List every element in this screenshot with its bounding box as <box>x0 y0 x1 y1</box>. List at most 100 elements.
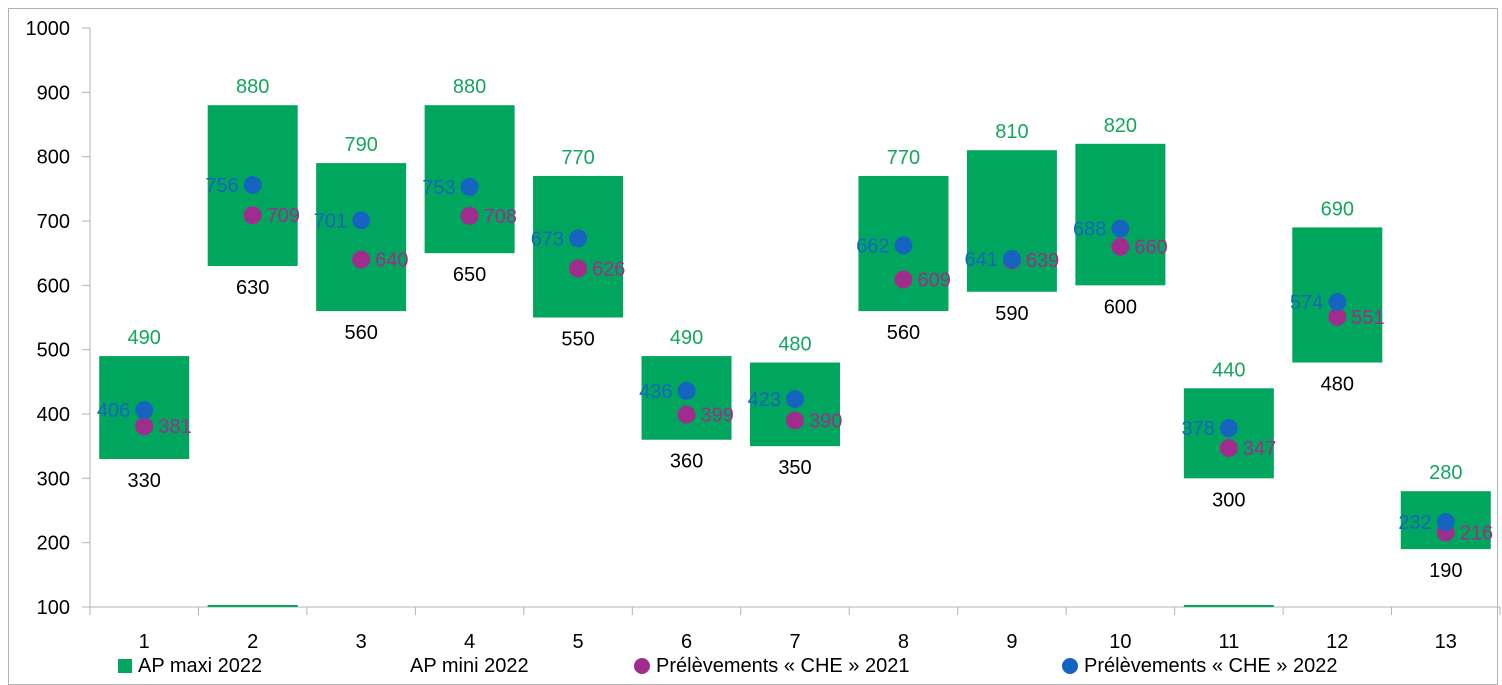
che-2022-point <box>1002 249 1021 268</box>
y-tick-label: 500 <box>37 340 70 362</box>
x-tick-label: 8 <box>898 631 909 653</box>
ap-maxi-label: 490 <box>128 327 161 349</box>
che-2021-point <box>677 405 696 424</box>
ap-range-bar <box>1075 143 1166 286</box>
ap-maxi-label: 880 <box>236 76 269 98</box>
che-2021-label: 381 <box>158 416 191 438</box>
che-2022-point <box>1219 419 1238 438</box>
x-tick-label: 1 <box>139 631 150 653</box>
legend-item-ap-mini: AP mini 2022 <box>390 652 529 680</box>
x-tick-label: 10 <box>1109 631 1131 653</box>
legend-swatch-ap-maxi <box>118 659 132 673</box>
che-2022-label: 436 <box>639 381 672 403</box>
y-tick-label: 800 <box>37 147 70 169</box>
ap-maxi-label: 690 <box>1321 198 1354 220</box>
che-2022-point <box>1111 219 1130 238</box>
ap-maxi-label: 770 <box>887 147 920 169</box>
che-2021-label: 640 <box>375 250 408 272</box>
ap-mini-label: 560 <box>887 322 920 344</box>
che-2022-point <box>786 390 804 409</box>
che-2022-label: 662 <box>856 235 889 257</box>
x-tick-label: 13 <box>1435 631 1457 653</box>
ap-mini-label: 360 <box>670 451 703 473</box>
che-2021-point <box>352 250 371 269</box>
ap-mini-label: 550 <box>561 329 594 351</box>
che-2022-label: 756 <box>205 175 238 197</box>
che-2021-point <box>569 259 588 278</box>
che-2021-label: 609 <box>917 270 950 292</box>
legend-label-ap-mini: AP mini 2022 <box>410 654 529 677</box>
legend-swatch-che-2021 <box>634 658 650 674</box>
che-2021-label: 347 <box>1243 438 1276 460</box>
x-tick-label: 5 <box>573 631 584 653</box>
che-2022-label: 701 <box>314 210 347 232</box>
che-2021-label: 660 <box>1134 237 1167 259</box>
che-2022-point <box>460 177 479 196</box>
che-2022-label: 753 <box>422 177 455 199</box>
legend-item-che-2022: Prélèvements « CHE » 2022 <box>1062 652 1337 680</box>
legend-item-ap-maxi: AP maxi 2022 <box>118 652 262 680</box>
che-2022-label: 688 <box>1073 219 1106 241</box>
ap-maxi-label: 790 <box>344 134 377 156</box>
x-tick-label: 6 <box>681 631 692 653</box>
che-2022-label: 406 <box>97 400 130 422</box>
ap-maxi-label: 820 <box>1104 115 1137 137</box>
che-2022-point <box>1328 293 1347 312</box>
legend-swatch-ap-mini <box>390 659 404 673</box>
ap-mini-label: 650 <box>453 264 486 286</box>
che-2021-point <box>1328 307 1347 326</box>
che-2022-point <box>569 229 588 248</box>
ap-mini-label: 480 <box>1321 374 1354 396</box>
che-2022-label: 423 <box>748 389 781 411</box>
y-tick-label: 600 <box>37 275 70 297</box>
che-2021-point <box>786 411 804 430</box>
y-tick-label: 1000 <box>26 18 71 40</box>
che-2021-label: 216 <box>1460 522 1493 544</box>
x-tick-label: 9 <box>1006 631 1017 653</box>
ap-maxi-label: 480 <box>778 334 811 356</box>
che-2021-label: 708 <box>484 206 517 228</box>
x-tick-label: 2 <box>247 631 258 653</box>
che-2021-point <box>135 417 154 436</box>
legend-swatch-che-2022 <box>1062 658 1078 674</box>
x-tick-label: 12 <box>1326 631 1348 653</box>
ap-maxi-label: 280 <box>1429 462 1462 484</box>
che-2021-point <box>1111 237 1130 256</box>
y-tick-label: 400 <box>37 404 70 426</box>
ap-mini-label: 330 <box>128 470 161 492</box>
che-2022-point <box>352 211 371 230</box>
che-2021-label: 551 <box>1351 307 1384 329</box>
y-tick-label: 100 <box>37 597 70 619</box>
che-2021-label: 626 <box>592 259 625 281</box>
ap-mini-label: 630 <box>236 277 269 299</box>
che-2021-point <box>460 206 479 225</box>
che-2022-point <box>243 175 262 194</box>
che-2022-point <box>1436 513 1455 532</box>
ap-mini-label: 350 <box>778 457 811 479</box>
che-2022-label: 641 <box>965 249 998 271</box>
ap-maxi-label: 490 <box>670 327 703 349</box>
che-2022-point <box>677 381 696 400</box>
ap-mini-label: 300 <box>1212 489 1245 511</box>
che-2022-label: 574 <box>1290 292 1323 314</box>
legend-label-che-2022: Prélèvements « CHE » 2022 <box>1084 654 1338 677</box>
che-2021-point <box>894 270 913 289</box>
ap-mini-label: 560 <box>344 322 377 344</box>
ap-maxi-label: 770 <box>561 147 594 169</box>
legend-item-che-2021: Prélèvements « CHE » 2021 <box>634 652 909 680</box>
che-2021-label: 639 <box>1026 250 1059 272</box>
che-2022-point <box>894 236 913 255</box>
ap-maxi-label: 440 <box>1212 359 1245 381</box>
che-2022-label: 232 <box>1398 512 1431 534</box>
ap-mini-label: 600 <box>1104 296 1137 318</box>
ap-maxi-label: 810 <box>995 121 1028 143</box>
y-tick-label: 200 <box>37 533 70 555</box>
y-tick-label: 300 <box>37 468 70 490</box>
legend-label-che-2021: Prélèvements « CHE » 2021 <box>656 654 910 677</box>
che-2022-label: 378 <box>1181 418 1214 440</box>
che-2022-point <box>135 401 154 420</box>
ap-mini-label: 590 <box>995 303 1028 325</box>
x-tick-label: 7 <box>789 631 800 653</box>
che-2021-label: 399 <box>701 405 734 427</box>
